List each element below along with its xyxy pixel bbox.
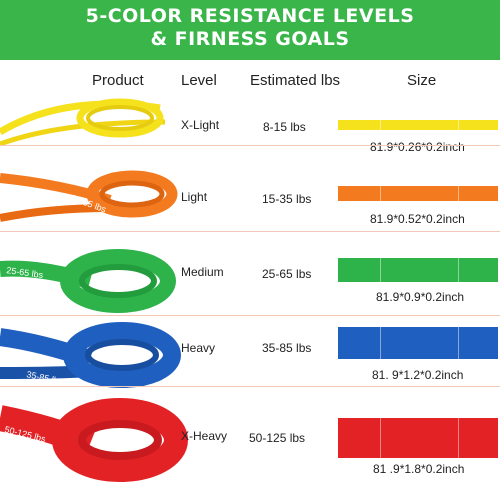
size-dimensions: 81.9*0.9*0.2inch [376,290,465,304]
header-level: Level [181,72,217,89]
size-swatch-medium [338,258,498,282]
row-divider [0,145,500,146]
estimated-lbs-value: 8-15 lbs [263,120,306,134]
size-swatch-x-light [338,120,498,130]
band-row-medium: 25-65 lbs Medium 25-65 lbs 81.9*0.9*0.2i… [0,233,500,329]
estimated-lbs-value: 15-35 lbs [262,192,312,206]
level-label: Medium [181,265,224,279]
band-coil [0,98,166,147]
level-label: Heavy [181,341,216,355]
title-banner: 5-COLOR RESISTANCE LEVELS & FIRNESS GOAL… [0,0,500,60]
header-estimated-lbs: Estimated lbs [250,72,341,89]
band-coil [0,170,178,222]
size-swatch-x-heavy [338,418,498,458]
band-row-x-heavy: 50-125 lbs X-Heavy 50-125 lbs 81 .9*1.8*… [0,388,500,500]
band-coil [0,398,188,482]
header-size: Size [407,72,437,89]
band-coil [0,249,176,313]
row-divider [0,231,500,232]
band-row-x-light: X-Light 8-15 lbs 81.9*0.26*0.2inch [0,82,500,178]
header-product: Product [92,72,144,89]
size-dimensions: 81. 9*1.2*0.2inch [372,368,464,382]
band-image-heavy: 35-85 lbs [0,322,181,388]
estimated-lbs-value: 50-125 lbs [249,431,306,445]
band-image-x-light [0,98,166,147]
band-coil [0,322,181,388]
level-label: Light [181,190,208,204]
row-divider [0,386,500,387]
banner-title-line-1: 5-COLOR RESISTANCE LEVELS [85,5,415,27]
size-dimensions: 81.9*0.52*0.2inch [370,212,465,226]
size-swatch-light [338,186,498,201]
band-image-medium: 25-65 lbs [0,249,176,313]
level-label: X-Light [181,118,220,132]
size-dimensions: 81.9*0.26*0.2inch [370,140,465,154]
size-swatch-heavy [338,327,498,359]
band-image-x-heavy: 50-125 lbs [0,398,188,482]
row-divider [0,315,500,316]
banner-title-line-2: & FIRNESS GOALS [150,28,350,50]
estimated-lbs-value: 25-65 lbs [262,267,312,281]
band-image-light: 15-35 lbs [0,170,178,222]
level-label: X-Heavy [181,429,228,443]
estimated-lbs-value: 35-85 lbs [262,341,312,355]
band-row-light: 15-35 lbs Light 15-35 lbs 81.9*0.52*0.2i… [0,150,500,246]
size-dimensions: 81 .9*1.8*0.2inch [373,462,465,476]
band-row-heavy: 35-85 lbs Heavy 35-85 lbs 81. 9*1.2*0.2i… [0,315,500,411]
